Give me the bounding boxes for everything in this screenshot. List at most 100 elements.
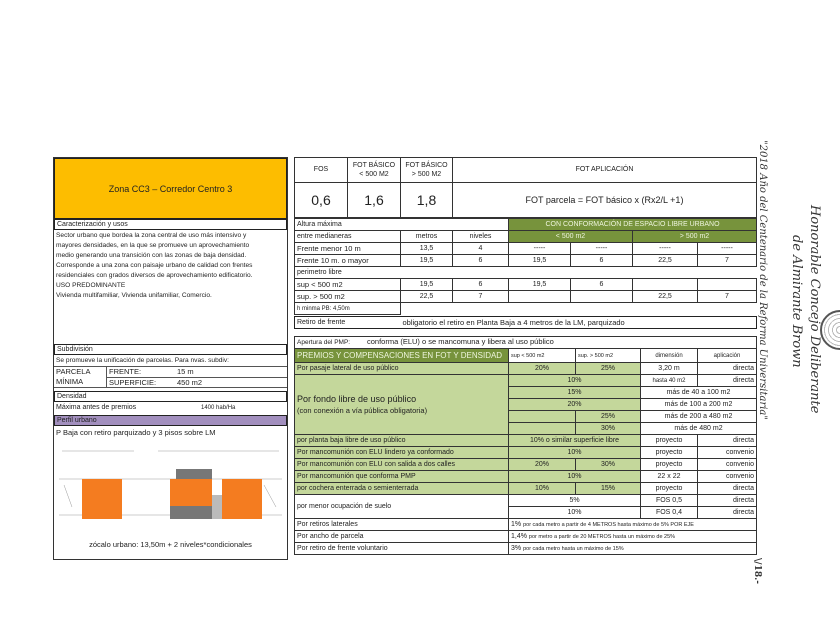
cell: 15%	[575, 482, 641, 495]
cell: 30%	[575, 458, 641, 471]
cell: 25%	[575, 410, 641, 423]
cell: 22 x 22	[640, 470, 698, 483]
cell: Frente menor 10 m	[294, 242, 401, 255]
cell: 19,5	[400, 254, 453, 267]
densidad-header: Densidad	[54, 391, 287, 402]
cell: 10%	[508, 482, 576, 495]
parcela-label-1: PARCELA	[56, 367, 91, 376]
detail: por cada metro a partir de 4 METROS hast…	[523, 521, 694, 528]
cell: 10%	[508, 446, 641, 459]
building-block	[170, 479, 212, 506]
cell: 22,5	[632, 254, 698, 267]
cell: 25%	[575, 362, 641, 375]
cell: sup < 500 m2	[294, 278, 401, 291]
table-row: por planta baja libre de uso público 10% …	[294, 434, 757, 447]
retiro-label: Retiro de frente	[297, 318, 346, 326]
pct: 1,4%	[511, 532, 527, 540]
cell: 3,20 m	[640, 362, 698, 375]
cell: proyecto	[640, 482, 698, 495]
caracterizacion-header: Caracterización y usos	[54, 219, 287, 230]
apertura-row: Apertura del PMP: conforma (ELU) o se man…	[294, 336, 757, 349]
zone-info-panel: Zona CC3 – Corredor Centro 3 Caracteriza…	[53, 157, 288, 560]
sup-gt-header: sup. > 500 m2	[575, 348, 641, 363]
table-row: sup. > 500 m2 22,5 7 22,5 7	[294, 290, 757, 303]
elu-header: CON CONFORMACIÓN DE ESPACIO LIBRE URBANO	[508, 218, 757, 231]
cell: FOS 0,5	[640, 494, 698, 507]
table-row: Por retiros laterales 1% por cada metro a…	[294, 518, 757, 531]
premio-label: Por retiros laterales	[294, 518, 509, 531]
blank	[400, 302, 757, 315]
cell: sup. > 500 m2	[294, 290, 401, 303]
table-row: Por retiro de frente voluntario 3% por ca…	[294, 542, 757, 555]
premios-header: PREMIOS Y COMPENSACIONES EN FOT Y DENSID…	[294, 348, 509, 363]
cell: 10%	[508, 470, 641, 483]
cell: 6	[570, 278, 633, 291]
margin-line1: Honorable Concejo Deliberante	[807, 205, 822, 414]
gt500-header: > 500 m2	[632, 230, 757, 243]
table-row: 25% más de 200 a 480 m2	[295, 410, 757, 423]
cell: más de 480 m2	[640, 422, 757, 435]
pct: 1%	[511, 520, 522, 528]
cell: 19,5	[400, 278, 453, 291]
subdivision-header: Subdivisión	[54, 344, 287, 355]
table-row: Por pasaje lateral de uso público 20% 25% 3…	[294, 362, 757, 375]
cell: FOS 0,4	[640, 506, 698, 519]
densidad-text: Máxima antes de premios	[56, 404, 137, 411]
description: Sector urbano que bordea la zona central…	[54, 230, 287, 342]
fos-value: 0,6	[294, 182, 348, 218]
cell	[632, 278, 698, 291]
cell: -----	[697, 242, 757, 255]
perimetro-libre: perimetro libre	[294, 266, 401, 279]
altura-table: Altura máxima CON CONFORMACIÓN DE ESPACIO…	[294, 218, 757, 315]
cell: proyecto	[640, 458, 698, 471]
cell: 20%	[508, 362, 576, 375]
building-base	[170, 506, 212, 519]
detail: por metro a partir de 20 METROS hasta un…	[528, 533, 676, 540]
cell	[570, 290, 633, 303]
cell: convenio	[697, 458, 757, 471]
cell: 5%	[508, 494, 641, 507]
premio-label: por planta baja libre de uso público	[294, 434, 509, 447]
parcela-label: PARCELA MÍNIMA	[54, 367, 107, 387]
entre-medianeras: entre medianeras	[294, 230, 401, 243]
cell: -----	[570, 242, 633, 255]
cell	[508, 422, 576, 435]
cell: -----	[508, 242, 571, 255]
zone-title: Zona CC3 – Corredor Centro 3	[54, 158, 287, 219]
cell: 6	[452, 254, 509, 267]
zocalo-note: zócalo urbano: 13,50m + 2 niveles*condic…	[89, 540, 252, 549]
cell: 6	[570, 254, 633, 267]
description-line: medio generando una transición con las z…	[56, 252, 247, 259]
perfil-header: Perfil urbano	[54, 415, 287, 426]
subdivision-text: Se promueve la unificación de parcelas. …	[54, 355, 287, 367]
cell: 4	[452, 242, 509, 255]
blank	[400, 266, 757, 279]
premio-label: por cochera enterrada o semienterrada	[294, 482, 509, 495]
cell: 20%	[508, 398, 641, 411]
h-minima: h minma PB: 4,50m	[294, 302, 401, 315]
fot-formula: FOT parcela = FOT básico x (Rx2/L +1)	[452, 182, 757, 218]
cell: 10%	[508, 374, 641, 387]
premio-label: Por pasaje lateral de uso público	[294, 362, 509, 375]
building-block	[82, 479, 122, 519]
cell: directa	[697, 506, 757, 519]
table-row: Por ancho de parcela 1,4% por metro a par…	[294, 530, 757, 543]
lt500-header: < 500 m2	[508, 230, 633, 243]
description-line: Corresponde a una zona con paisaje urban…	[56, 262, 253, 269]
pct: 3%	[511, 544, 522, 552]
cell: proyecto	[640, 434, 698, 447]
premios-table: Apertura del PMP: conforma (ELU) o se man…	[294, 336, 757, 555]
cell: Frente 10 m. o mayor	[294, 254, 401, 267]
cell: 30%	[575, 422, 641, 435]
cell: 1% por cada metro a partir de 4 METROS h…	[508, 518, 757, 531]
building-block	[222, 479, 262, 519]
sup-lt-header: sup < 500 m2	[508, 348, 576, 363]
margin-line2: de Almirante Brown	[789, 235, 804, 368]
superficie-value: 450 m2	[177, 378, 203, 387]
cell: convenio	[697, 470, 757, 483]
cell: 20%	[508, 458, 576, 471]
passage	[212, 495, 222, 519]
description-line: Sector urbano que bordea la zona central…	[56, 232, 247, 239]
cell: 22,5	[400, 290, 453, 303]
cell: proyecto	[640, 446, 698, 459]
